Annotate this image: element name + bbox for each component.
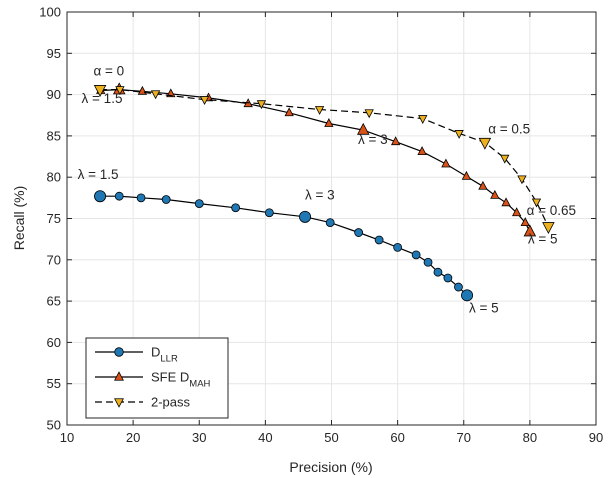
data-point (454, 282, 463, 292)
data-point (511, 207, 522, 217)
data-point (461, 170, 472, 180)
annotation: λ = 3 (358, 132, 388, 147)
highlight-point (356, 122, 370, 135)
annotation: λ = 5 (469, 301, 499, 316)
data-point (136, 193, 146, 203)
y-tick-label: 80 (47, 170, 61, 185)
data-point (325, 218, 335, 228)
data-point (433, 267, 443, 277)
data-point (393, 243, 403, 252)
data-point (478, 180, 488, 190)
series-layer (93, 82, 555, 302)
data-point (500, 154, 510, 164)
legend-marker (114, 371, 124, 381)
legend-box (85, 337, 229, 419)
data-point (517, 175, 527, 185)
annotation: α = 0 (93, 64, 124, 79)
highlight-point (94, 190, 107, 203)
data-point (441, 158, 451, 168)
y-tick-label: 95 (47, 46, 61, 61)
data-point (490, 189, 500, 199)
data-point (314, 106, 325, 115)
data-point (194, 199, 204, 209)
y-tick-label: 50 (47, 418, 61, 433)
legend-marker (114, 347, 124, 357)
data-point (390, 136, 401, 146)
data-point (161, 195, 171, 204)
data-point (443, 273, 453, 283)
highlight-point (478, 137, 492, 150)
annotation: α = 0.5 (488, 121, 530, 136)
x-tick-label: 40 (258, 430, 272, 445)
highlight-point (542, 222, 555, 235)
y-tick-label: 65 (47, 294, 61, 309)
data-point (364, 109, 374, 119)
data-point (411, 250, 421, 260)
x-tick-label: 50 (324, 430, 338, 445)
legend-marker (114, 398, 124, 408)
data-point (354, 228, 364, 237)
annotation: λ = 3 (305, 188, 335, 203)
data-point (114, 191, 124, 201)
data-point (150, 90, 161, 100)
x-tick-label: 80 (523, 430, 537, 445)
x-tick-label: 70 (457, 430, 471, 445)
x-tick-label: 20 (126, 430, 140, 445)
data-point (417, 146, 427, 155)
data-point (324, 118, 334, 127)
data-point (423, 257, 433, 267)
data-point (520, 217, 530, 227)
y-tick-label: 100 (39, 5, 61, 20)
highlight-point (93, 85, 107, 97)
data-point (454, 130, 464, 139)
annotation: α = 0.65 (527, 203, 576, 218)
data-point (115, 86, 125, 96)
data-point (501, 197, 511, 207)
y-tick-label: 70 (47, 252, 61, 267)
annotation: λ = 5 (528, 231, 558, 246)
annotation: λ = 1.5 (82, 91, 123, 106)
data-point (418, 115, 428, 125)
series-2 (93, 85, 555, 235)
data-point (256, 100, 267, 110)
y-tick-label: 60 (47, 335, 61, 350)
highlight-point (461, 289, 474, 302)
highlight-point (299, 210, 312, 223)
annotation: λ = 1.5 (78, 167, 119, 182)
ticks: 10 20 30 40 50 60 70 80 90 50 55 60 65 70 75 80 85 90 95 10… (39, 5, 603, 446)
y-tick-label: 85 (47, 128, 61, 143)
x-tick-label: 90 (589, 430, 603, 445)
data-point (374, 235, 384, 245)
y-axis-label: Recall (%) (11, 186, 27, 251)
annotations: α = 0 λ = 1.5 λ = 1.5 λ = 3 λ = 3 α = 0.5 α = … (78, 64, 576, 316)
y-tick-label: 55 (47, 376, 61, 391)
series-0 (94, 190, 474, 302)
legend-label: 2-pass (151, 395, 191, 410)
y-tick-label: 90 (47, 87, 61, 102)
data-point (531, 198, 542, 208)
x-tick-label: 30 (192, 430, 206, 445)
data-point (199, 96, 210, 106)
y-tick-label: 75 (47, 211, 61, 226)
data-point (264, 208, 274, 218)
highlight-point (523, 224, 537, 237)
data-point (284, 107, 294, 117)
x-tick-label: 10 (60, 430, 74, 445)
series-line (100, 89, 549, 228)
x-axis-label: Precision (%) (289, 459, 372, 475)
x-tick-label: 60 (390, 430, 404, 445)
data-point (231, 203, 241, 213)
